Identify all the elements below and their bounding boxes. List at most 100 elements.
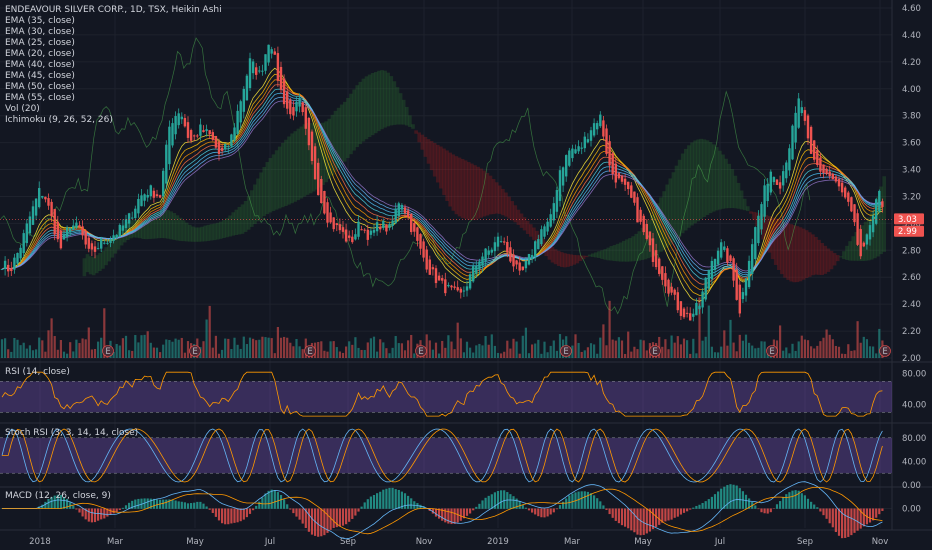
volume-bar	[484, 336, 487, 358]
kumo-segment	[556, 250, 561, 266]
candle-body	[806, 115, 810, 139]
volume-bar	[233, 337, 236, 358]
candle-body	[140, 195, 143, 207]
volume-bar	[4, 338, 7, 358]
kumo-segment	[454, 156, 459, 215]
macd-hist-bar	[304, 508, 307, 528]
volume-bar	[608, 300, 611, 358]
candle-body	[682, 308, 686, 318]
kumo-segment	[783, 222, 787, 278]
volume-bar	[633, 346, 636, 358]
kumo-segment	[705, 140, 710, 215]
candle-body	[106, 242, 109, 244]
stoch-rsi-legend[interactable]: Stoch RSI (3, 3, 14, 14, close)	[5, 428, 138, 439]
kumo-segment	[845, 245, 849, 261]
kumo-segment	[777, 219, 781, 270]
volume-bar	[252, 338, 255, 358]
candle-body	[778, 182, 782, 189]
volume-bar	[611, 339, 614, 358]
kumo-segment	[222, 219, 226, 239]
legend-ema-20[interactable]: EMA (20, close)	[5, 49, 75, 59]
earnings-marker	[560, 345, 572, 357]
volume-bar	[357, 347, 360, 358]
y-tick-label: 3.60	[902, 139, 921, 149]
kumo-segment	[166, 210, 170, 239]
macd-hist-bar	[267, 490, 270, 509]
macd-hist-bar	[698, 504, 701, 509]
candle-body	[341, 227, 345, 232]
candle-body	[56, 221, 59, 240]
legend-ema-30[interactable]: EMA (30, close)	[5, 27, 75, 37]
legend-ema-55[interactable]: EMA (55, close)	[5, 93, 75, 103]
legend-ema-35[interactable]: EMA (35, close)	[5, 16, 75, 26]
candle-body	[394, 208, 397, 224]
legend-ema-45[interactable]: EMA (45, close)	[5, 71, 75, 81]
volume-bar	[59, 340, 62, 358]
kumo-segment	[281, 142, 285, 208]
kumo-segment	[609, 246, 614, 261]
legend-ema-50[interactable]: EMA (50, close)	[5, 82, 75, 92]
x-tick-label: Jul	[714, 537, 725, 547]
volume-bar	[862, 336, 865, 358]
volume-bar	[853, 350, 856, 358]
candle-body	[459, 288, 462, 293]
macd-hist-bar	[484, 497, 487, 509]
candle-body	[100, 238, 103, 249]
candle-body	[744, 278, 748, 296]
earnings-marker-label: E	[192, 347, 197, 357]
legend-ema-25[interactable]: EMA (25, close)	[5, 38, 75, 48]
legend-ichimoku[interactable]: Ichimoku (9, 26, 52, 26)	[5, 115, 113, 125]
macd-hist-bar	[354, 508, 357, 516]
macd-hist-bar	[385, 488, 388, 509]
macd-hist-bar	[289, 508, 292, 510]
volume-bar	[376, 351, 379, 358]
candle-body	[800, 107, 803, 114]
volume-bar	[407, 340, 410, 358]
macd-hist-bar	[769, 508, 772, 513]
macd-hist-bar	[276, 492, 279, 509]
symbol-title[interactable]: ENDEAVOUR SILVER CORP., 1D, TSX, Heikin …	[5, 5, 222, 15]
kumo-segment	[470, 163, 474, 220]
macd-hist-bar	[531, 508, 534, 513]
candle-body	[208, 130, 211, 135]
macd-hist-bar	[552, 508, 555, 513]
macd-hist-bar	[115, 508, 118, 512]
candle-body	[506, 241, 509, 253]
macd-hist-bar	[186, 503, 190, 509]
volume-bar	[159, 352, 162, 358]
candle-body	[630, 185, 633, 198]
candle-body	[623, 178, 627, 185]
volume-bar	[757, 347, 760, 358]
y-tick-label: 2.80	[902, 246, 921, 256]
stoch-rsi-signal-line	[2, 428, 883, 483]
rsi-legend[interactable]: RSI (14, close)	[5, 367, 70, 378]
volume-bar	[224, 338, 227, 358]
volume-bar	[279, 337, 283, 358]
legend-volume[interactable]: Vol (20)	[5, 104, 40, 114]
macd-legend[interactable]: MACD (12, 26, close, 9)	[5, 491, 111, 502]
macd-hist-bar	[261, 497, 264, 509]
macd-hist-bar	[720, 488, 723, 509]
x-tick-label: Nov	[416, 537, 433, 547]
candle-body	[301, 102, 304, 113]
macd-hist-bar	[128, 502, 131, 509]
kumo-segment	[742, 198, 747, 211]
macd-hist-bar	[620, 508, 624, 526]
macd-hist-bar	[382, 489, 385, 509]
macd-hist-bar	[121, 507, 124, 509]
macd-hist-bar	[562, 501, 565, 509]
volume-bar	[19, 345, 22, 358]
kumo-segment	[284, 139, 288, 206]
candle-body	[230, 134, 233, 147]
kumo-segment	[870, 211, 874, 260]
macd-hist-bar	[602, 505, 605, 509]
candle-body	[481, 256, 484, 266]
macd-hist-bar	[853, 508, 856, 533]
macd-hist-bar	[614, 508, 617, 521]
macd-hist-bar	[59, 495, 62, 509]
macd-hist-bar	[763, 508, 766, 514]
volume-bar	[28, 345, 31, 358]
legend-ema-40[interactable]: EMA (40, close)	[5, 60, 75, 70]
candle-body	[444, 279, 447, 294]
